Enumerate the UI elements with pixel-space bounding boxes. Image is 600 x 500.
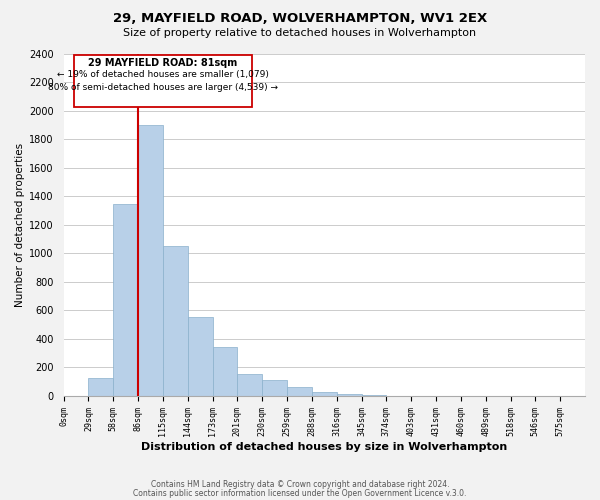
Bar: [238, 374, 262, 396]
Bar: [88, 378, 113, 396]
Bar: [212, 348, 238, 396]
Bar: [113, 204, 138, 396]
Bar: [163, 246, 188, 396]
Bar: [312, 392, 337, 396]
Bar: [337, 394, 362, 396]
Text: 80% of semi-detached houses are larger (4,539) →: 80% of semi-detached houses are larger (…: [48, 83, 278, 92]
Text: Contains HM Land Registry data © Crown copyright and database right 2024.: Contains HM Land Registry data © Crown c…: [151, 480, 449, 489]
Y-axis label: Number of detached properties: Number of detached properties: [15, 143, 25, 307]
Text: Size of property relative to detached houses in Wolverhampton: Size of property relative to detached ho…: [124, 28, 476, 38]
Text: 29, MAYFIELD ROAD, WOLVERHAMPTON, WV1 2EX: 29, MAYFIELD ROAD, WOLVERHAMPTON, WV1 2E…: [113, 12, 487, 26]
Text: 29 MAYFIELD ROAD: 81sqm: 29 MAYFIELD ROAD: 81sqm: [88, 58, 238, 68]
X-axis label: Distribution of detached houses by size in Wolverhampton: Distribution of detached houses by size …: [141, 442, 508, 452]
Bar: [138, 125, 163, 396]
Text: ← 19% of detached houses are smaller (1,079): ← 19% of detached houses are smaller (1,…: [57, 70, 269, 78]
Bar: [262, 380, 287, 396]
Bar: [362, 395, 386, 396]
FancyBboxPatch shape: [74, 56, 253, 106]
Bar: [287, 388, 312, 396]
Text: Contains public sector information licensed under the Open Government Licence v.: Contains public sector information licen…: [133, 490, 467, 498]
Bar: [188, 318, 212, 396]
